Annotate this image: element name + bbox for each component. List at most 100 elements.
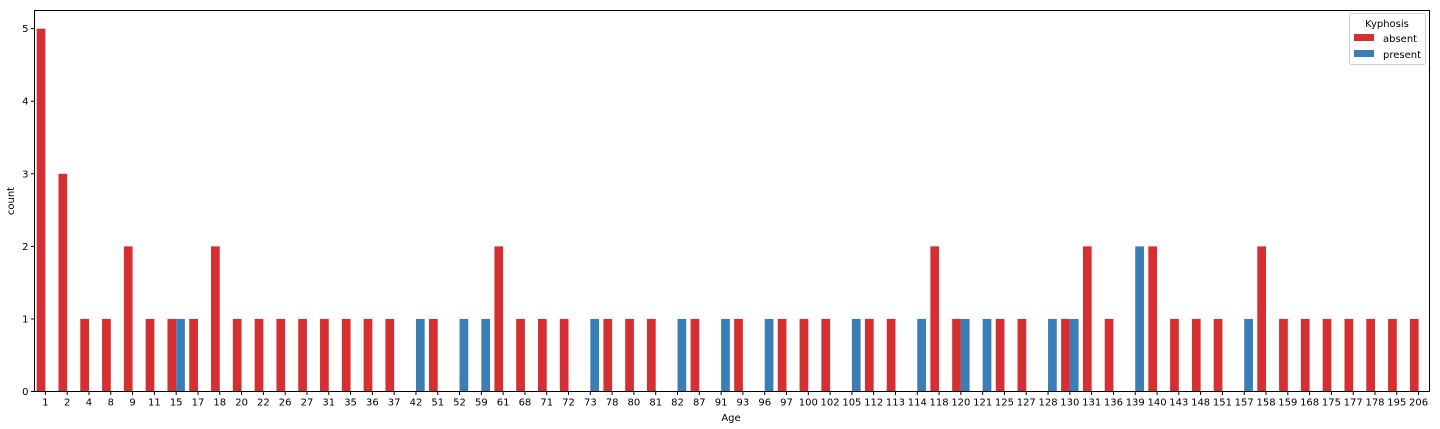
- bar-absent-age-17: [189, 318, 198, 392]
- bar-absent-age-148: [1191, 318, 1201, 392]
- x-tick-label: 93: [737, 398, 750, 409]
- y-tick-label: 4: [22, 97, 28, 108]
- bar-present-age-114: [917, 318, 926, 392]
- x-tick-label: 80: [628, 398, 641, 409]
- x-axis-ticks: 1 2 4 8 9 11 15 17 18 20 22 26 27 31 35 36 37 42 51 52 59 61 6…: [42, 391, 1428, 409]
- legend-label-present: present: [1383, 50, 1421, 61]
- bar-present-age-52: [459, 318, 469, 392]
- x-tick-label: 127: [1017, 398, 1036, 409]
- bar-absent-age-9: [123, 246, 133, 392]
- bar-absent-age-168: [1300, 318, 1310, 392]
- x-tick-label: 17: [192, 398, 205, 409]
- bar-absent-age-113: [886, 318, 896, 392]
- y-tick-label: 1: [22, 314, 28, 325]
- bar-absent-age-26: [276, 318, 286, 392]
- bar-present-age-121: [982, 318, 992, 392]
- bar-absent-age-87: [690, 318, 700, 392]
- x-tick-label: 159: [1278, 398, 1297, 409]
- y-axis-label: count: [6, 187, 17, 215]
- legend-swatch-absent: [1354, 34, 1374, 41]
- bar-present-age-82: [677, 318, 687, 392]
- bar-absent-age-81: [646, 318, 656, 392]
- x-tick-label: 22: [257, 398, 270, 409]
- x-tick-label: 114: [908, 398, 927, 409]
- bar-absent-age-131: [1082, 246, 1092, 392]
- x-tick-label: 102: [821, 398, 840, 409]
- x-tick-label: 36: [366, 398, 379, 409]
- x-tick-label: 151: [1213, 398, 1232, 409]
- bar-absent-age-140: [1148, 246, 1158, 392]
- y-tick-label: 3: [22, 169, 28, 180]
- x-tick-label: 9: [129, 398, 135, 409]
- x-tick-label: 136: [1104, 398, 1123, 409]
- x-tick-label: 168: [1300, 398, 1319, 409]
- bar-absent-age-120: [952, 318, 961, 392]
- bar-absent-age-177: [1344, 318, 1354, 392]
- bar-absent-age-68: [516, 318, 525, 392]
- legend-label-absent: absent: [1383, 34, 1417, 45]
- x-tick-label: 105: [842, 398, 861, 409]
- bar-absent-age-27: [298, 318, 307, 392]
- bar-absent-age-71: [538, 318, 547, 392]
- bar-absent-age-8: [102, 318, 111, 392]
- bar-present-age-96: [764, 318, 774, 392]
- x-tick-label: 37: [388, 398, 401, 409]
- bar-present-age-15: [176, 318, 185, 392]
- bar-absent-age-175: [1322, 318, 1332, 392]
- x-tick-label: 206: [1409, 398, 1428, 409]
- x-tick-label: 26: [279, 398, 292, 409]
- y-axis-ticks: 0 1 2 3 4 5: [22, 24, 35, 398]
- x-tick-label: 87: [693, 398, 706, 409]
- bar-absent-age-20: [232, 318, 242, 392]
- plot-frame: [34, 10, 1430, 392]
- x-tick-label: 143: [1169, 398, 1188, 409]
- bar-present-age-139: [1135, 246, 1144, 392]
- x-tick-label: 61: [497, 398, 510, 409]
- bar-absent-age-206: [1409, 318, 1419, 392]
- legend: Kyphosis absent present: [1349, 13, 1426, 65]
- bar-absent-age-18: [211, 246, 220, 392]
- x-axis-label: Age: [721, 413, 740, 424]
- x-tick-label: 175: [1322, 398, 1341, 409]
- x-tick-label: 113: [886, 398, 905, 409]
- x-tick-label: 130: [1060, 398, 1079, 409]
- bar-present-age-105: [851, 318, 861, 392]
- x-tick-label: 15: [170, 398, 183, 409]
- x-tick-label: 82: [671, 398, 684, 409]
- bar-present-age-128: [1048, 318, 1057, 392]
- x-tick-label: 120: [951, 398, 970, 409]
- bar-absent-age-72: [559, 318, 569, 392]
- x-tick-label: 178: [1365, 398, 1384, 409]
- x-tick-label: 11: [148, 398, 161, 409]
- x-tick-label: 51: [431, 398, 444, 409]
- x-tick-label: 195: [1387, 398, 1406, 409]
- x-tick-label: 128: [1039, 398, 1058, 409]
- x-tick-label: 78: [606, 398, 619, 409]
- bar-absent-age-127: [1017, 318, 1027, 392]
- bar-present-age-91: [721, 318, 730, 392]
- x-tick-label: 2: [64, 398, 70, 409]
- bar-absent-age-1: [36, 28, 46, 392]
- y-tick-label: 5: [22, 24, 28, 35]
- x-tick-label: 91: [715, 398, 728, 409]
- x-tick-label: 112: [864, 398, 883, 409]
- bar-absent-age-35: [341, 318, 351, 392]
- bar-absent-age-37: [385, 318, 395, 392]
- legend-swatch-present: [1354, 50, 1374, 57]
- bar-absent-age-118: [930, 246, 940, 392]
- x-tick-label: 96: [758, 398, 771, 409]
- y-tick-label: 2: [22, 242, 28, 253]
- x-tick-label: 27: [301, 398, 314, 409]
- x-tick-label: 18: [213, 398, 226, 409]
- x-tick-label: 177: [1344, 398, 1363, 409]
- bar-present-age-59: [481, 318, 491, 392]
- bar-absent-age-11: [145, 318, 155, 392]
- x-tick-label: 8: [108, 398, 114, 409]
- x-tick-label: 73: [584, 398, 597, 409]
- bar-absent-age-15: [167, 318, 177, 392]
- x-tick-label: 52: [453, 398, 466, 409]
- bar-absent-age-78: [603, 318, 613, 392]
- x-tick-label: 118: [930, 398, 949, 409]
- x-tick-label: 35: [344, 398, 357, 409]
